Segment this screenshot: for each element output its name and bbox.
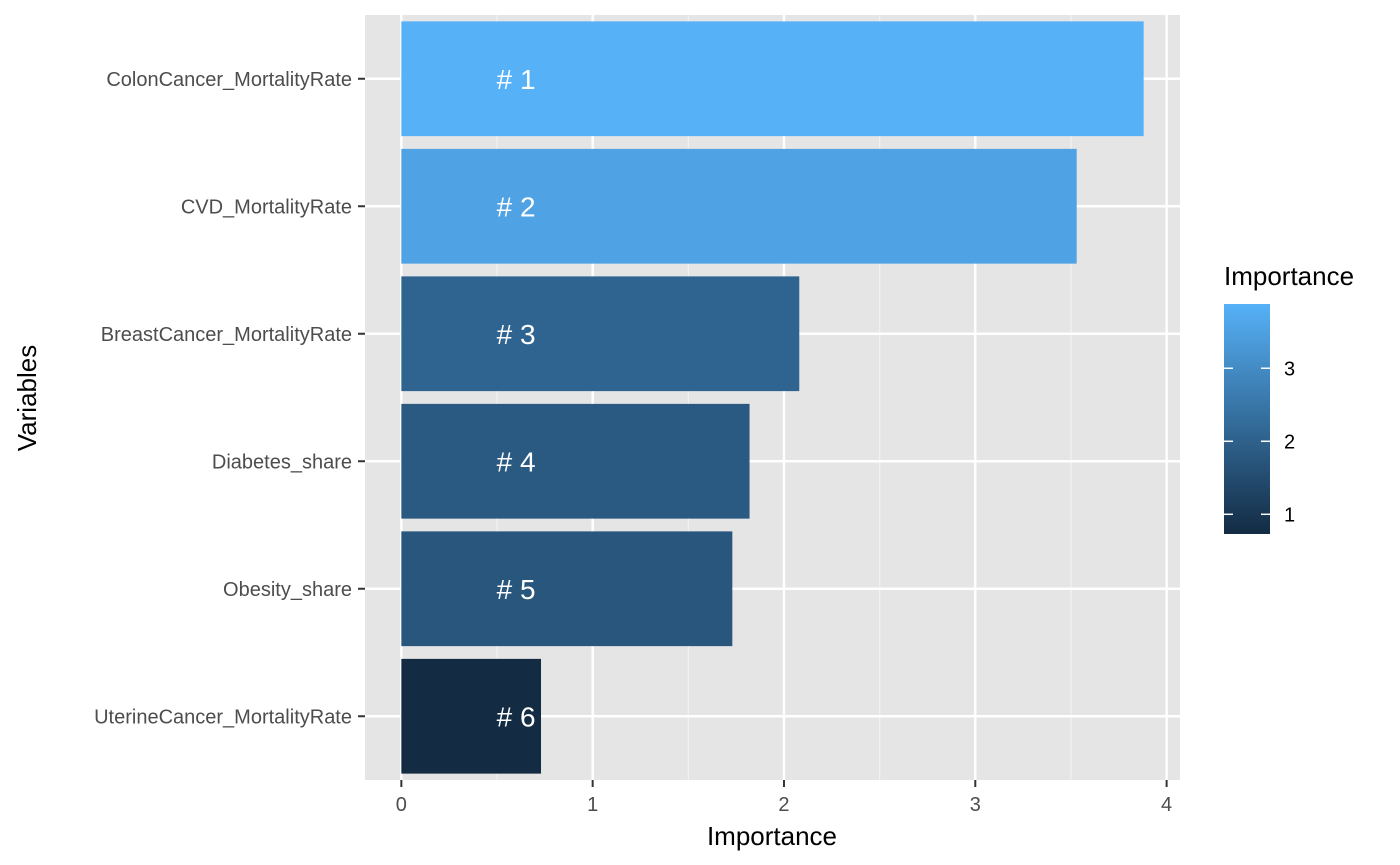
legend-ticks: 1 2 3 [1224, 358, 1295, 526]
bar-rank-label: # 5 [497, 574, 536, 605]
bar [401, 531, 733, 647]
x-tick-label: 2 [778, 794, 789, 816]
x-tick-label: 3 [970, 794, 981, 816]
legend-tick-label: 2 [1284, 431, 1295, 453]
legend-tick-label: 3 [1284, 358, 1295, 380]
x-axis: 0 1 2 3 4 [396, 780, 1172, 816]
legend: Importance 1 2 3 [1224, 261, 1354, 534]
bar-rank-label: # 3 [497, 319, 536, 350]
x-tick-label: 1 [587, 794, 598, 816]
legend-tick-label: 1 [1284, 504, 1295, 526]
bar [401, 658, 542, 774]
x-axis-title: Importance [707, 821, 837, 851]
y-tick-label: BreastCancer_MortalityRate [101, 324, 352, 346]
y-tick-label: Diabetes_share [212, 451, 352, 473]
y-tick-label: Obesity_share [223, 579, 352, 601]
bar-rank-label: # 6 [497, 701, 536, 732]
y-tick-label: CVD_MortalityRate [181, 196, 352, 218]
bar-rank-label: # 4 [497, 446, 536, 477]
x-tick-label: 4 [1161, 794, 1172, 816]
bars [401, 21, 1144, 774]
bar-rank-label: # 2 [497, 191, 536, 222]
grid-minor [496, 15, 1072, 780]
y-tick-label: ColonCancer_MortalityRate [106, 69, 352, 91]
bar-labels: # 1 # 2 # 3 # 4 # 5 # 6 [497, 64, 536, 733]
bar [401, 403, 750, 519]
bar [401, 21, 1144, 137]
x-tick-label: 0 [396, 794, 407, 816]
y-tick-label: UterineCancer_MortalityRate [94, 706, 352, 728]
plot-panel [365, 15, 1180, 780]
bar-rank-label: # 1 [497, 64, 536, 95]
y-axis-title: Variables [12, 345, 42, 451]
bar [401, 148, 1077, 264]
bar [401, 276, 800, 392]
legend-colorbar [1224, 304, 1270, 534]
y-axis: ColonCancer_MortalityRate CVD_MortalityRa… [94, 69, 365, 728]
legend-title: Importance [1224, 261, 1354, 291]
